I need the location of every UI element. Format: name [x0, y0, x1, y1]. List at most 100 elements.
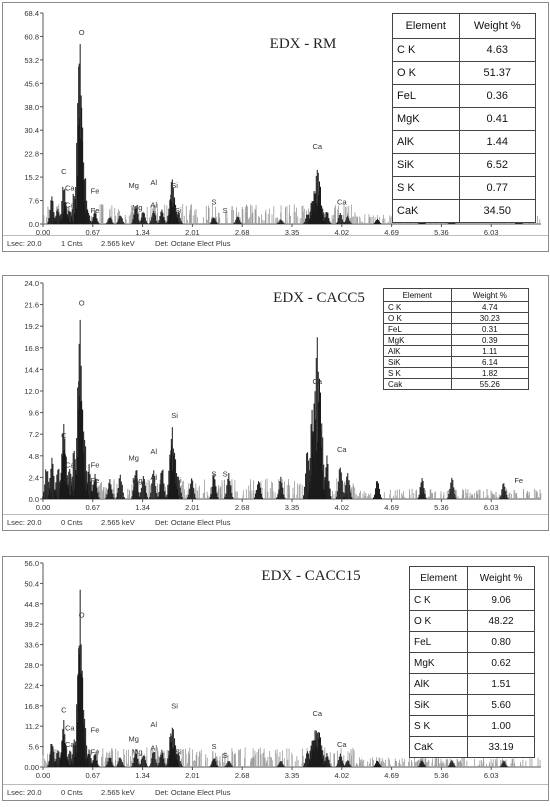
element-label: Mg [128, 453, 138, 462]
spectrum-peak [149, 470, 159, 499]
chart-title: EDX - RM [270, 36, 337, 52]
element-label: Mg [128, 181, 138, 190]
element-label: C [61, 167, 67, 176]
spectrum-peak [149, 751, 159, 767]
y-tick-label: 16.8 [24, 344, 39, 353]
table-row: O K 48.22 [408, 610, 535, 632]
spectrum-peak [224, 761, 234, 767]
element-label: Fe [91, 206, 100, 215]
weight-cell: 0.39 [450, 334, 530, 346]
x-tick-label: 5.36 [434, 228, 449, 235]
weight-cell: 0.41 [458, 107, 536, 131]
spectrum-peak [157, 469, 167, 499]
table-row: MgK 0.41 [392, 107, 536, 131]
status-lsec: Lsec: 20.0 [7, 788, 42, 797]
table-row: O K 30.23 [383, 312, 530, 324]
element-cell: O K [383, 312, 452, 324]
y-tick-label: 4.8 [29, 452, 39, 461]
x-tick-label: 4.69 [384, 503, 399, 512]
weight-cell: 0.62 [467, 652, 535, 674]
element-label: Ca [312, 709, 322, 718]
x-tick-label: 0.00 [36, 503, 51, 512]
table-row: MgK 0.62 [408, 652, 535, 674]
element-label: Al [150, 744, 157, 753]
weight-cell: 33.19 [467, 736, 535, 758]
spectrum-peak [322, 455, 332, 499]
status-cnts: 0 Cnts [61, 518, 83, 527]
weight-cell: 1.11 [450, 345, 530, 357]
y-tick-label: 7.6 [29, 197, 39, 206]
spectrum-peak [322, 212, 332, 224]
spectrum-peak [138, 212, 148, 224]
element-label: Ca [337, 740, 347, 749]
spectrum-peak [209, 758, 219, 767]
weight-cell: 0.31 [450, 323, 530, 335]
element-label: Si [171, 702, 178, 711]
element-label: S [223, 751, 228, 760]
y-tick-label: 24.0 [24, 279, 39, 288]
spectrum-peak [233, 216, 243, 224]
table-row: C K 9.06 [408, 589, 535, 611]
y-tick-label: 22.8 [24, 150, 39, 159]
x-tick-label: 6.03 [484, 771, 499, 780]
table-row: AlK 1.11 [383, 345, 530, 357]
element-label: Fe [91, 725, 100, 734]
header-element: Element [383, 288, 452, 302]
spectrum-peak [335, 467, 345, 499]
element-label: Fe [91, 476, 100, 485]
spectrum-chart: 0.0 7.6 15.2 22.8 30.4 38.0 45.6 53.2 60.8 68.4 0.… [24, 9, 541, 235]
status-kev: 2.565 keV [101, 239, 135, 248]
spectrum-peak [209, 217, 219, 224]
weight-table: Element Weight % C K 4.74 O K 30.23 FeL 0.31 MgK… [383, 288, 530, 390]
element-cell: C K [383, 301, 452, 313]
element-label: O [79, 611, 85, 620]
edx-panel-cacc5: 0.0 2.4 4.8 7.2 9.6 12.0 14.4 16.8 19.2 21.6 24.0 0… [2, 275, 549, 531]
weight-cell: 4.74 [450, 301, 530, 313]
element-label: S [211, 470, 216, 479]
y-tick-label: 39.2 [24, 620, 39, 629]
x-tick-label: 2.68 [235, 228, 250, 235]
y-tick-label: 30.4 [24, 126, 39, 135]
header-weight: Weight % [450, 288, 530, 302]
weight-cell: 48.22 [467, 610, 535, 632]
weight-cell: 0.36 [458, 84, 536, 108]
status-lsec: Lsec: 20.0 [7, 239, 42, 248]
element-label: O [79, 299, 85, 308]
table-row: AlK 1.44 [392, 130, 536, 154]
status-det: Det: Octane Elect Plus [155, 518, 231, 527]
table-row: FeL 0.31 [383, 323, 530, 335]
y-tick-label: 50.4 [24, 579, 39, 588]
element-label: S [211, 742, 216, 751]
spectrum-peak [90, 473, 100, 499]
element-label: Al [150, 473, 157, 482]
element-cell: O K [392, 61, 460, 85]
element-cell: S K [392, 176, 460, 200]
x-tick-label: 0.67 [85, 228, 100, 235]
spectrum-peak [115, 215, 125, 224]
table-row: C K 4.63 [392, 38, 536, 62]
spectrum-chart: 0.0 2.4 4.8 7.2 9.6 12.0 14.4 16.8 19.2 21.6 24.0 0… [24, 279, 542, 512]
spectrum-peak [276, 761, 286, 767]
weight-cell: 4.63 [458, 38, 536, 62]
element-label: Si [175, 747, 182, 756]
y-tick-label: 38.0 [24, 103, 39, 112]
y-tick-label: 2.4 [29, 473, 39, 482]
y-tick-label: 60.8 [24, 32, 39, 41]
y-tick-label: 7.2 [29, 430, 39, 439]
element-cell: S K [408, 715, 469, 737]
y-tick-label: 33.6 [24, 641, 39, 650]
weight-cell: 30.23 [450, 312, 530, 324]
edx-panel-cacc15: 0.00 5.6 11.2 16.8 22.4 28.0 33.6 39.2 44.8 50.4 5… [2, 556, 549, 801]
status-kev: 2.565 keV [101, 788, 135, 797]
weight-cell: 1.51 [467, 673, 535, 695]
element-label: Ca [65, 740, 75, 749]
table-row: C K 4.74 [383, 301, 530, 313]
weight-cell: 34.50 [458, 199, 536, 223]
y-tick-label: 28.0 [24, 661, 39, 670]
element-label: C [61, 431, 67, 440]
x-tick-label: 1.34 [135, 503, 150, 512]
y-tick-label: 21.6 [24, 301, 39, 310]
x-tick-label: 2.68 [235, 503, 250, 512]
element-cell: SiK [392, 153, 460, 177]
element-label: Si [175, 476, 182, 485]
